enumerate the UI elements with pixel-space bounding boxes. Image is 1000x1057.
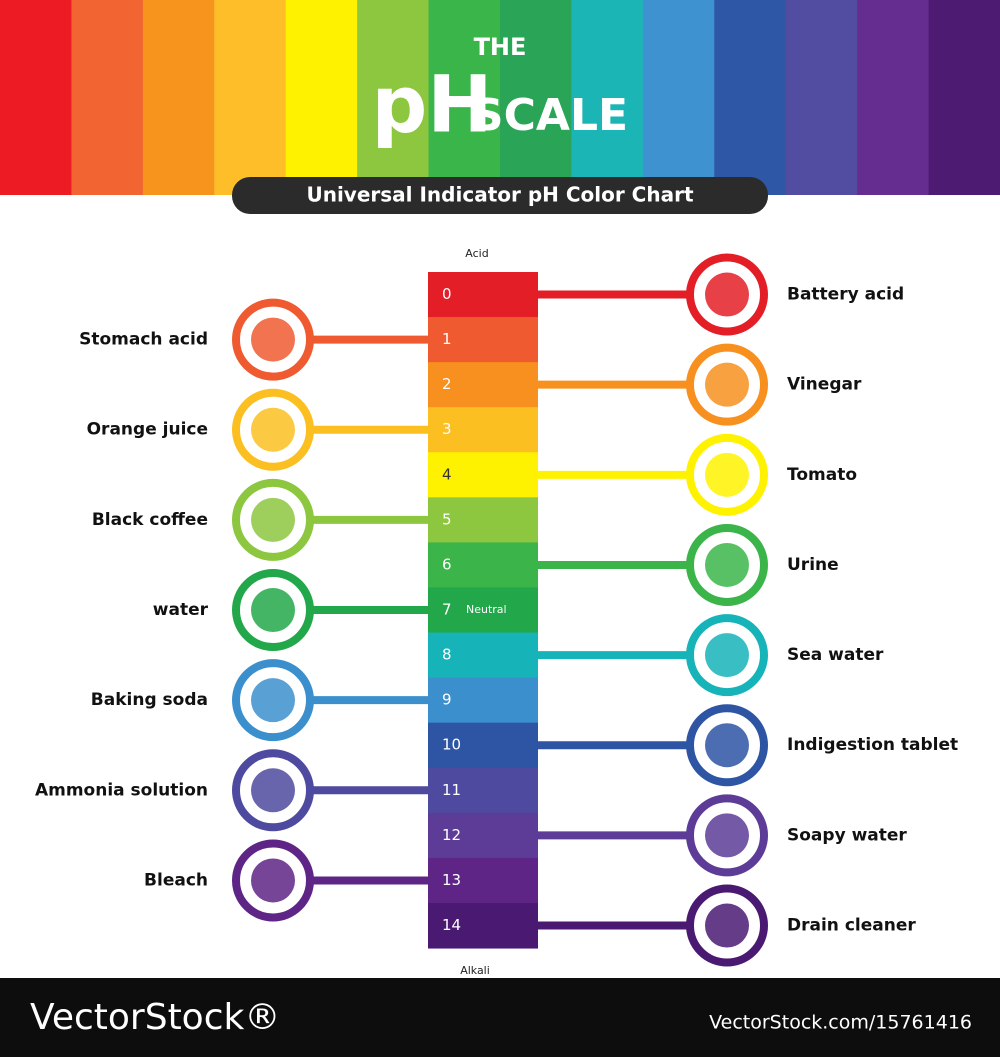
ph-number: 10 [442,736,461,754]
substance-label: Vinegar [787,375,862,395]
title-the: THE [474,33,527,61]
icon [705,723,749,768]
icon [705,362,749,407]
subtitle: Universal Indicator pH Color Chart [306,183,693,207]
substance-label: Baking soda [91,690,208,710]
substance-label: water [153,600,209,620]
substance-label: Battery acid [787,285,904,305]
scale-band [428,407,538,453]
ph-number: 3 [442,420,452,438]
icon [705,452,749,497]
scale-band [428,722,538,769]
icon [251,588,295,633]
scale-band [428,272,538,318]
substance-label: Urine [787,555,839,575]
scale-band [428,812,538,859]
footer-id: VectorStock.com/15761416 [709,1012,972,1034]
ph-number: 12 [442,826,461,844]
substance-label: Indigestion tablet [787,735,958,755]
stripe [642,0,715,195]
ph-number: 1 [442,330,452,348]
stripe [857,0,930,195]
ph-number: 5 [442,510,452,528]
ph-number: 9 [442,691,452,709]
icon [705,272,749,317]
stripe [71,0,144,195]
title-scale: SCALE [472,90,628,141]
ph-scale: 0 Battery acid 1 Stomach acid 2 Vinegar 3 Orang… [35,253,958,967]
stripe [428,0,501,195]
ph-number: 11 [442,781,461,799]
stripe [142,0,215,195]
icon [251,317,295,362]
ph-number: 2 [442,375,452,393]
ph-number: 8 [442,646,452,664]
substance-label: Tomato [787,465,857,485]
icon [251,678,295,723]
icon [251,407,295,452]
ph-number: 6 [442,555,452,573]
stripe [0,0,72,195]
scale-band [428,497,538,543]
stripe [357,0,430,195]
icon [251,497,295,542]
alkali-label: Alkali [460,964,490,977]
scale-band [428,542,538,588]
scale-band [428,677,538,724]
icon [705,813,749,858]
ph-number: 13 [442,871,461,889]
stripe [571,0,644,195]
neutral-label: Neutral [466,603,507,616]
ph-number: 7 [442,601,452,619]
stripe [928,0,1000,195]
icon [705,542,749,587]
color-stripes [0,0,1000,195]
stripe [285,0,358,195]
scale-band [428,902,538,949]
subtitle-pill [232,177,768,214]
ph-number: 0 [442,285,452,303]
stripe [214,0,287,195]
scale-band [428,767,538,814]
substance-label: Drain cleaner [787,916,916,936]
icon [251,768,295,813]
footer-bar [0,978,1000,1057]
scale-band [428,362,538,408]
acid-label: Acid [465,247,488,260]
scale-band [428,632,538,679]
substance-label: Stomach acid [79,330,208,350]
substance-label: Soapy water [787,825,907,845]
title-ph: pH [371,60,492,150]
icon [705,903,749,948]
scale-band [428,587,538,634]
substance-label: Sea water [787,645,884,665]
icon [705,633,749,678]
stripe [500,0,572,195]
stripe [785,0,858,195]
footer-brand: VectorStock® [30,997,280,1038]
ph-number: 4 [442,465,452,483]
substance-label: Orange juice [87,420,208,440]
icon [251,858,295,903]
ph-number: 14 [442,916,461,934]
stripe [714,0,787,195]
scale-band [428,452,538,498]
scale-band [428,857,538,904]
scale-band [428,317,538,363]
substance-label: Ammonia solution [35,780,208,800]
substance-label: Bleach [144,870,208,890]
substance-label: Black coffee [92,510,208,530]
